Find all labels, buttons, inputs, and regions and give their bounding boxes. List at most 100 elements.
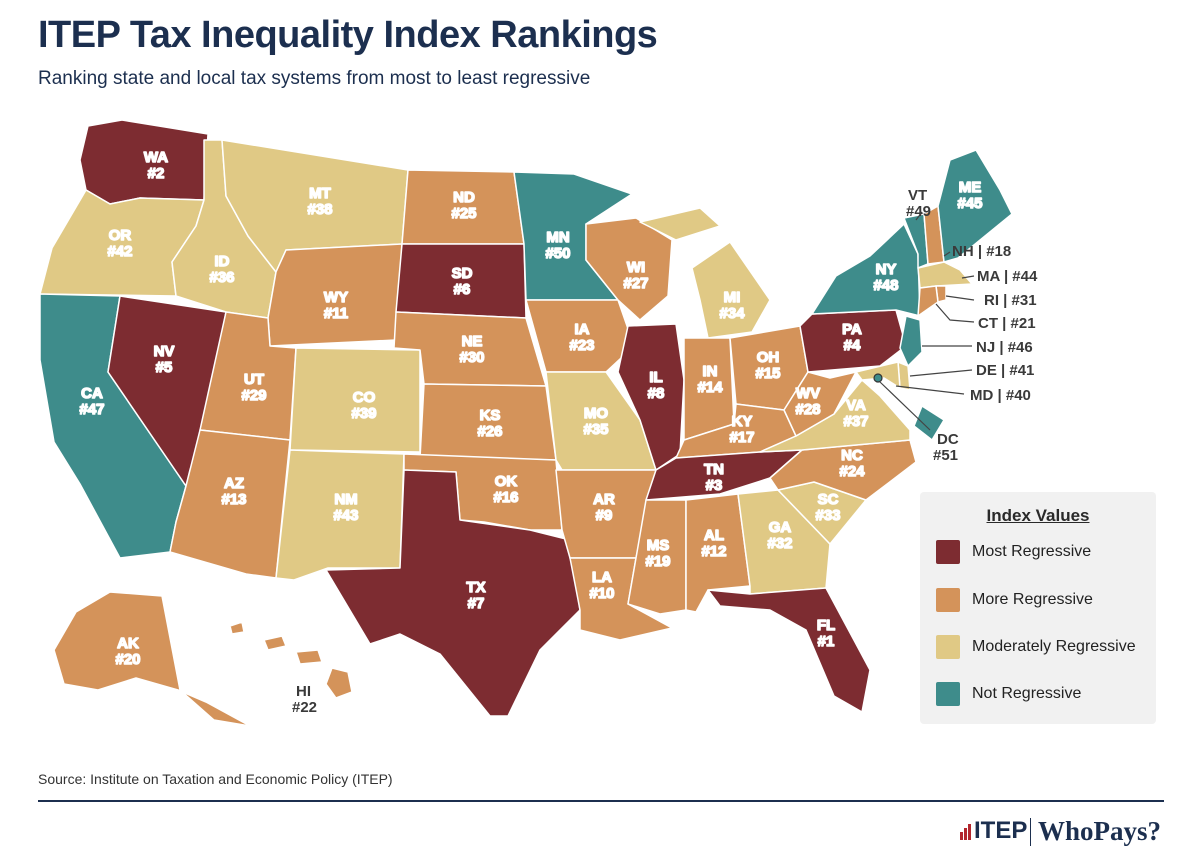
legend: Index Values Most Regressive More Regres… <box>920 492 1156 724</box>
label-vt-rank: #49 <box>906 203 931 220</box>
state-TX[interactable]: TX#7 <box>325 469 581 717</box>
itep-bars-icon <box>960 822 972 840</box>
state-IN[interactable]: IN#14 <box>683 337 735 441</box>
state-AK[interactable]: AK#20 <box>53 591 251 727</box>
state-abbr-OH: OH <box>757 349 780 366</box>
state-ND[interactable]: ND#25 <box>401 169 525 245</box>
state-CO[interactable]: CO#39 <box>289 347 421 453</box>
state-ME[interactable]: ME#45 <box>937 149 1013 263</box>
state-rank-SC: #33 <box>815 507 840 524</box>
legend-title: Index Values <box>986 506 1090 525</box>
label-md: MD | #40 <box>970 387 1031 404</box>
state-abbr-KY: KY <box>732 413 753 430</box>
state-rank-KS: #26 <box>477 423 502 440</box>
state-WY[interactable]: WY#11 <box>267 243 403 347</box>
state-OR[interactable]: OR#42 <box>39 189 205 297</box>
state-WI[interactable]: WI#27 <box>585 217 673 321</box>
state-rank-AR: #9 <box>596 507 613 524</box>
state-NM[interactable]: NM#43 <box>275 449 405 581</box>
state-MT[interactable]: MT#38 <box>221 139 409 273</box>
label-vt: VT <box>908 187 927 204</box>
state-abbr-ND: ND <box>453 189 475 206</box>
state-rank-KY: #17 <box>729 429 754 446</box>
state-rank-NV: #5 <box>156 359 173 376</box>
state-rank-IA: #23 <box>569 337 594 354</box>
callout-line-ri <box>945 295 975 301</box>
state-abbr-IL: IL <box>649 369 662 386</box>
state-rank-WI: #27 <box>623 275 648 292</box>
state-abbr-MN: MN <box>546 229 569 246</box>
callout-line-md <box>895 385 965 395</box>
state-abbr-CO: CO <box>353 389 376 406</box>
state-MS[interactable]: MS#19 <box>627 499 687 615</box>
state-rank-NE: #30 <box>459 349 484 366</box>
state-NE[interactable]: NE#30 <box>393 311 547 387</box>
state-abbr-AR: AR <box>593 491 615 508</box>
state-abbr-NC: NC <box>841 447 863 464</box>
state-abbr-TN: TN <box>704 461 724 478</box>
state-VA[interactable]: VA#37 <box>759 379 911 453</box>
legend-swatch-more <box>936 588 960 612</box>
label-hi-rank: #22 <box>292 699 317 716</box>
state-KS[interactable]: KS#26 <box>419 383 557 461</box>
state-rank-WA: #2 <box>148 165 165 182</box>
state-rank-NC: #24 <box>839 463 865 480</box>
state-abbr-MS: MS <box>647 537 670 554</box>
callout-line-vt <box>915 211 923 221</box>
state-rank-LA: #10 <box>589 585 614 602</box>
state-abbr-SC: SC <box>818 491 839 508</box>
footer-divider <box>38 800 1164 802</box>
state-NY[interactable]: NY#48 <box>811 223 921 317</box>
state-FL[interactable]: FL#1 <box>707 587 871 713</box>
state-abbr-NE: NE <box>462 333 483 350</box>
state-LA[interactable]: LA#10 <box>569 557 673 641</box>
state-abbr-WI: WI <box>627 259 645 276</box>
state-MN[interactable]: MN#50 <box>513 171 633 301</box>
legend-label-more: More Regressive <box>972 591 1093 608</box>
state-abbr-MT: MT <box>309 185 331 202</box>
state-WV[interactable]: WV#28 <box>783 371 857 437</box>
state-HI[interactable] <box>229 621 353 699</box>
state-CT[interactable] <box>917 285 939 317</box>
state-abbr-FL: FL <box>817 617 835 634</box>
state-IA[interactable]: IA#23 <box>525 299 635 373</box>
state-DC-block[interactable] <box>873 373 945 441</box>
state-abbr-KS: KS <box>480 407 501 424</box>
state-rank-PA: #4 <box>844 337 861 354</box>
state-abbr-NY: NY <box>876 261 897 278</box>
state-AR[interactable]: AR#9 <box>555 469 657 559</box>
state-NC[interactable]: NC#24 <box>769 439 917 501</box>
state-WA[interactable]: WA#2 <box>79 119 209 205</box>
state-NJ[interactable] <box>899 315 923 367</box>
state-rank-GA: #32 <box>767 535 792 552</box>
state-SD[interactable]: SD#6 <box>395 243 527 319</box>
state-rank-ND: #25 <box>451 205 476 222</box>
state-abbr-NM: NM <box>334 491 357 508</box>
state-abbr-WV: WV <box>796 385 820 402</box>
state-abbr-NV: NV <box>154 343 175 360</box>
state-TN[interactable]: TN#3 <box>645 449 803 501</box>
state-abbr-CA: CA <box>81 385 103 402</box>
state-rank-TN: #3 <box>706 477 723 494</box>
state-IL[interactable]: IL#8 <box>617 323 685 471</box>
state-OH[interactable]: OH#15 <box>729 325 809 411</box>
label-nj: NJ | #46 <box>976 339 1033 356</box>
state-SC[interactable]: SC#33 <box>777 481 867 545</box>
source-note: Source: Institute on Taxation and Econom… <box>38 771 393 787</box>
state-abbr-WA: WA <box>144 149 168 166</box>
state-OK[interactable]: OK#16 <box>403 453 563 531</box>
state-rank-OK: #16 <box>493 489 518 506</box>
state-MA[interactable] <box>917 261 973 289</box>
legend-item-not: Not Regressive <box>936 682 1081 706</box>
label-ma: MA | #44 <box>977 268 1038 285</box>
state-PA[interactable]: PA#4 <box>799 309 907 373</box>
legend-item-moderate: Moderately Regressive <box>936 635 1136 659</box>
callout-line-ct <box>935 303 975 323</box>
state-rank-SD: #6 <box>454 281 471 298</box>
itep-logo: ITEP <box>960 816 1027 846</box>
label-dc-rank: #51 <box>933 447 958 464</box>
state-MI[interactable]: MI#34 <box>639 207 771 339</box>
label-ri: RI | #31 <box>984 292 1037 309</box>
state-abbr-IN: IN <box>703 363 718 380</box>
state-abbr-WY: WY <box>324 289 348 306</box>
